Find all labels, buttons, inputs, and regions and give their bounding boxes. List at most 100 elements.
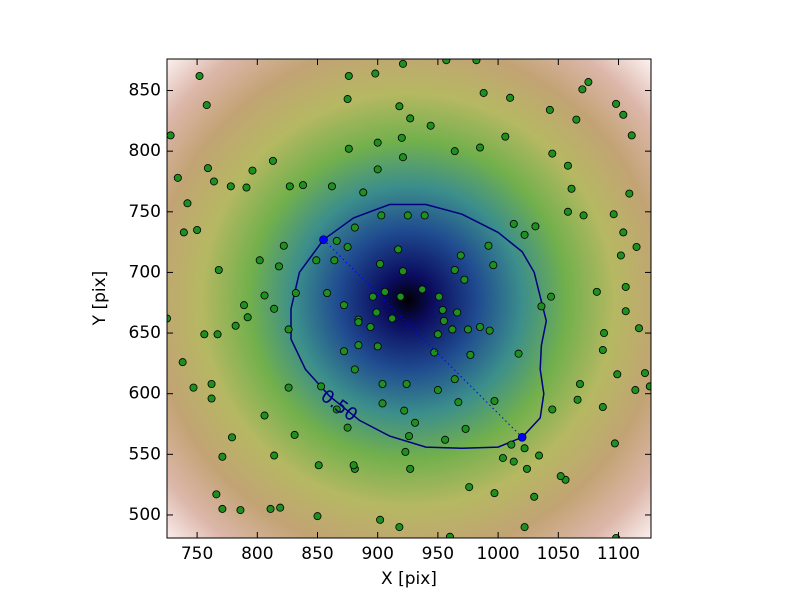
scatter-point — [400, 406, 409, 415]
scatter-point — [202, 101, 211, 110]
scatter-point — [214, 266, 223, 275]
scatter-point — [276, 503, 285, 512]
scatter-point — [349, 461, 358, 470]
scatter-point — [535, 451, 544, 460]
scatter-point — [255, 256, 264, 265]
scatter-point — [501, 132, 510, 141]
scatter-point — [394, 245, 403, 254]
scatter-point — [453, 308, 462, 317]
scatter-point — [441, 435, 450, 444]
scatter-point — [173, 173, 182, 182]
scatter-point — [207, 394, 216, 403]
scatter-point — [439, 316, 448, 325]
scatter-point — [396, 292, 405, 301]
scatter-point — [489, 261, 498, 270]
scatter-point — [359, 188, 368, 197]
scatter-point — [395, 102, 404, 111]
scatter-point — [609, 210, 618, 219]
scatter-point — [563, 161, 572, 170]
scatter-point — [406, 464, 415, 473]
scatter-point — [332, 405, 341, 414]
scatter-point — [418, 285, 427, 294]
scatter-point — [520, 444, 529, 453]
scatter-point — [266, 504, 275, 513]
scatter-point — [598, 346, 607, 355]
scatter-point — [573, 395, 582, 404]
scatter-point — [209, 177, 218, 186]
scatter-point — [376, 515, 385, 524]
y-axis-label: Y [pix] — [90, 271, 110, 327]
scatter-point — [373, 138, 382, 147]
density-map — [167, 59, 651, 538]
contour-line — [290, 203, 548, 450]
scatter-point — [403, 211, 412, 220]
scatter-point — [460, 275, 469, 284]
scatter-point — [200, 330, 209, 339]
scatter-point — [343, 95, 352, 104]
scatter-point — [640, 369, 649, 378]
scatter-point — [178, 358, 187, 367]
scatter-point — [270, 451, 279, 460]
scatter-point — [456, 251, 465, 260]
scatter-point — [490, 489, 499, 498]
scatter-point — [530, 492, 539, 501]
scatter-point — [344, 71, 353, 80]
scatter-point — [218, 504, 227, 513]
scatter-point — [401, 447, 410, 456]
scatter-point — [438, 306, 447, 315]
scatter-point — [376, 259, 385, 268]
scatter-point — [242, 183, 251, 192]
scatter-point — [598, 403, 607, 412]
scatter-point — [323, 289, 332, 298]
scatter-point — [268, 156, 277, 165]
x-tick-label: 800 — [241, 544, 273, 564]
scatter-point — [189, 383, 198, 392]
y-tick-label: 750 — [129, 202, 161, 222]
scatter-point — [463, 325, 472, 334]
scatter-point — [548, 405, 557, 414]
scatter-point — [506, 93, 515, 102]
scatter-point — [507, 440, 516, 449]
scatter-point — [243, 313, 252, 322]
scatter-point — [179, 228, 188, 237]
x-tick-label: 750 — [181, 544, 213, 564]
scatter-point — [248, 166, 257, 175]
scatter-point — [398, 267, 407, 276]
scatter-point — [616, 251, 625, 260]
scatter-point — [472, 59, 481, 65]
scatter-point — [344, 144, 353, 153]
scatter-point — [285, 182, 294, 191]
scatter-point — [231, 321, 240, 330]
scatter-point — [621, 282, 630, 291]
scatter-point — [260, 411, 269, 420]
scatter-point — [236, 506, 245, 515]
scatter-point — [388, 314, 397, 323]
scatter-point — [395, 523, 404, 532]
scatter-point — [600, 329, 609, 338]
scatter-point — [284, 325, 293, 334]
scatter-point — [317, 382, 326, 391]
scatter-point — [610, 439, 619, 448]
scatter-point — [563, 207, 572, 216]
scatter-point — [366, 322, 375, 331]
scatter-point — [343, 423, 352, 432]
y-tick-label: 600 — [129, 384, 161, 404]
scatter-point — [435, 292, 444, 301]
y-tick-label: 550 — [129, 444, 161, 464]
scatter-point — [531, 222, 540, 231]
scatter-point — [207, 379, 216, 388]
scatter-point — [498, 453, 507, 462]
scatter-point — [284, 383, 293, 392]
scatter-point — [290, 430, 299, 439]
scatter-point — [465, 483, 474, 492]
scatter-point — [627, 131, 636, 140]
scatter-point — [397, 133, 406, 142]
scatter-point — [203, 164, 212, 173]
scatter-point — [314, 461, 323, 470]
scatter-point — [484, 241, 493, 250]
scatter-point — [371, 69, 380, 78]
scatter-point — [490, 396, 499, 405]
scatter-point — [350, 365, 359, 374]
scatter-point — [279, 241, 288, 250]
scatter-point — [373, 165, 382, 174]
